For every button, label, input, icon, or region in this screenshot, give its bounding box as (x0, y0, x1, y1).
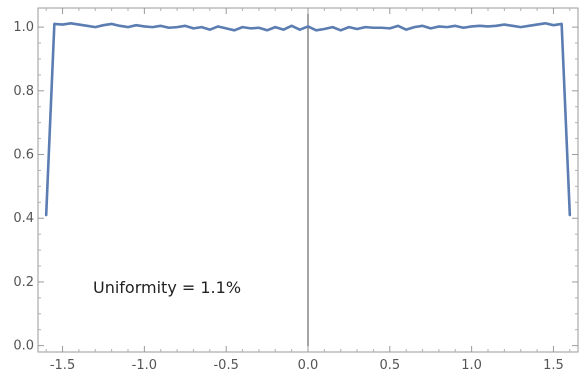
y-tick-label: 0.8 (13, 84, 34, 99)
axes (37, 7, 579, 353)
uniformity-annotation: Uniformity = 1.1% (93, 278, 241, 297)
series-layer (44, 21, 572, 217)
x-tick-label: 0.5 (379, 358, 400, 373)
x-tick-label: -0.5 (213, 358, 238, 373)
series-line (44, 21, 572, 217)
x-tick-label: -1.0 (132, 358, 157, 373)
y-tick-label: 0.2 (13, 275, 34, 290)
x-tick-label: -1.5 (50, 358, 75, 373)
x-tick-label: 1.0 (461, 358, 482, 373)
y-tick-label: 1.0 (13, 20, 34, 35)
y-tick-label: 0.6 (13, 148, 34, 163)
y-tick-label: 0.4 (13, 211, 34, 226)
ticks: -1.5 -1.0 -0.5 0.0 0.5 1.0 1.5 0.0 0.2 0.4 0.6 0.8 1… (13, 8, 578, 373)
y-tick-label: 0.0 (13, 339, 34, 354)
x-tick-label: 1.5 (543, 358, 564, 373)
x-tick-label: 0.0 (298, 358, 319, 373)
